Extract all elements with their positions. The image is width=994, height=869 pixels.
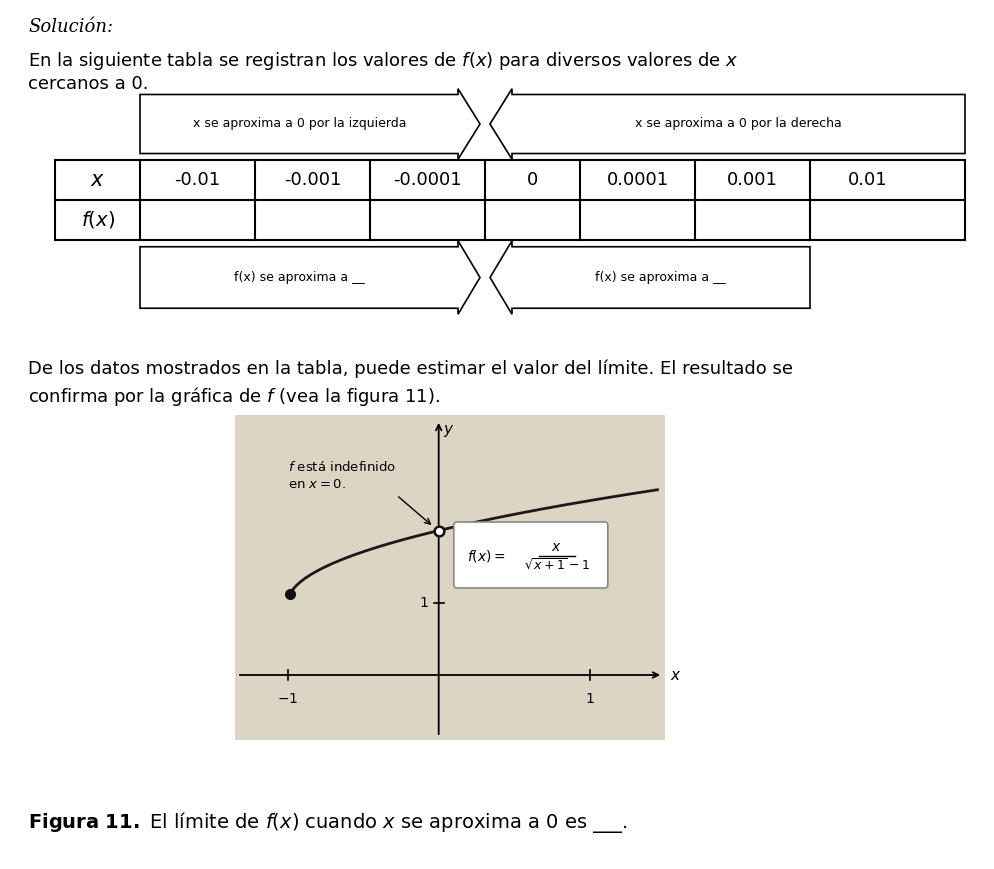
FancyArrow shape: [490, 89, 965, 159]
Text: $-1$: $-1$: [277, 692, 298, 706]
Text: 0.0001: 0.0001: [606, 171, 669, 189]
Text: confirma por la gráfica de $f$ (vea la figura 11).: confirma por la gráfica de $f$ (vea la f…: [28, 385, 440, 408]
Text: 0.001: 0.001: [727, 171, 778, 189]
FancyBboxPatch shape: [454, 522, 607, 588]
Text: $x$: $x$: [552, 540, 563, 554]
Text: 0: 0: [527, 171, 538, 189]
Text: $x$: $x$: [90, 170, 105, 190]
Text: $f(x) = $: $f(x) = $: [467, 548, 506, 564]
Text: $1$: $1$: [419, 596, 428, 610]
Text: -0.001: -0.001: [284, 171, 341, 189]
Text: -0.0001: -0.0001: [394, 171, 462, 189]
Text: $1$: $1$: [584, 692, 594, 706]
Bar: [235, 415, 665, 740]
Text: $\sqrt{x+1}-1$: $\sqrt{x+1}-1$: [524, 557, 589, 573]
Bar: [55, 160, 965, 240]
Text: $\mathbf{Figura\ 11.}$ El límite de $f(x)$ cuando $x$ se aproxima a 0 es ___.: $\mathbf{Figura\ 11.}$ El límite de $f(x…: [28, 810, 628, 835]
Text: $f(x)$: $f(x)$: [81, 209, 114, 230]
FancyArrow shape: [140, 241, 480, 315]
Text: en $x = 0.$: en $x = 0.$: [288, 478, 346, 491]
Text: En la siguiente tabla se registran los valores de $f(x)$ para diversos valores d: En la siguiente tabla se registran los v…: [28, 50, 739, 72]
Text: f(x) se aproxima a __: f(x) se aproxima a __: [595, 271, 726, 284]
Text: De los datos mostrados en la tabla, puede estimar el valor del límite. El result: De los datos mostrados en la tabla, pued…: [28, 360, 793, 379]
Text: $x$: $x$: [670, 667, 682, 682]
Text: $y$: $y$: [442, 423, 454, 439]
Text: Solución:: Solución:: [28, 18, 113, 36]
FancyArrow shape: [490, 241, 810, 315]
Text: 0.01: 0.01: [848, 171, 888, 189]
Text: x se aproxima a 0 por la derecha: x se aproxima a 0 por la derecha: [634, 117, 841, 130]
Text: $f$ está indefinido: $f$ está indefinido: [288, 460, 397, 474]
Text: x se aproxima a 0 por la izquierda: x se aproxima a 0 por la izquierda: [193, 117, 407, 130]
Text: cercanos a 0.: cercanos a 0.: [28, 75, 148, 93]
FancyArrow shape: [140, 89, 480, 159]
Text: -0.01: -0.01: [174, 171, 221, 189]
Text: f(x) se aproxima a __: f(x) se aproxima a __: [235, 271, 365, 284]
